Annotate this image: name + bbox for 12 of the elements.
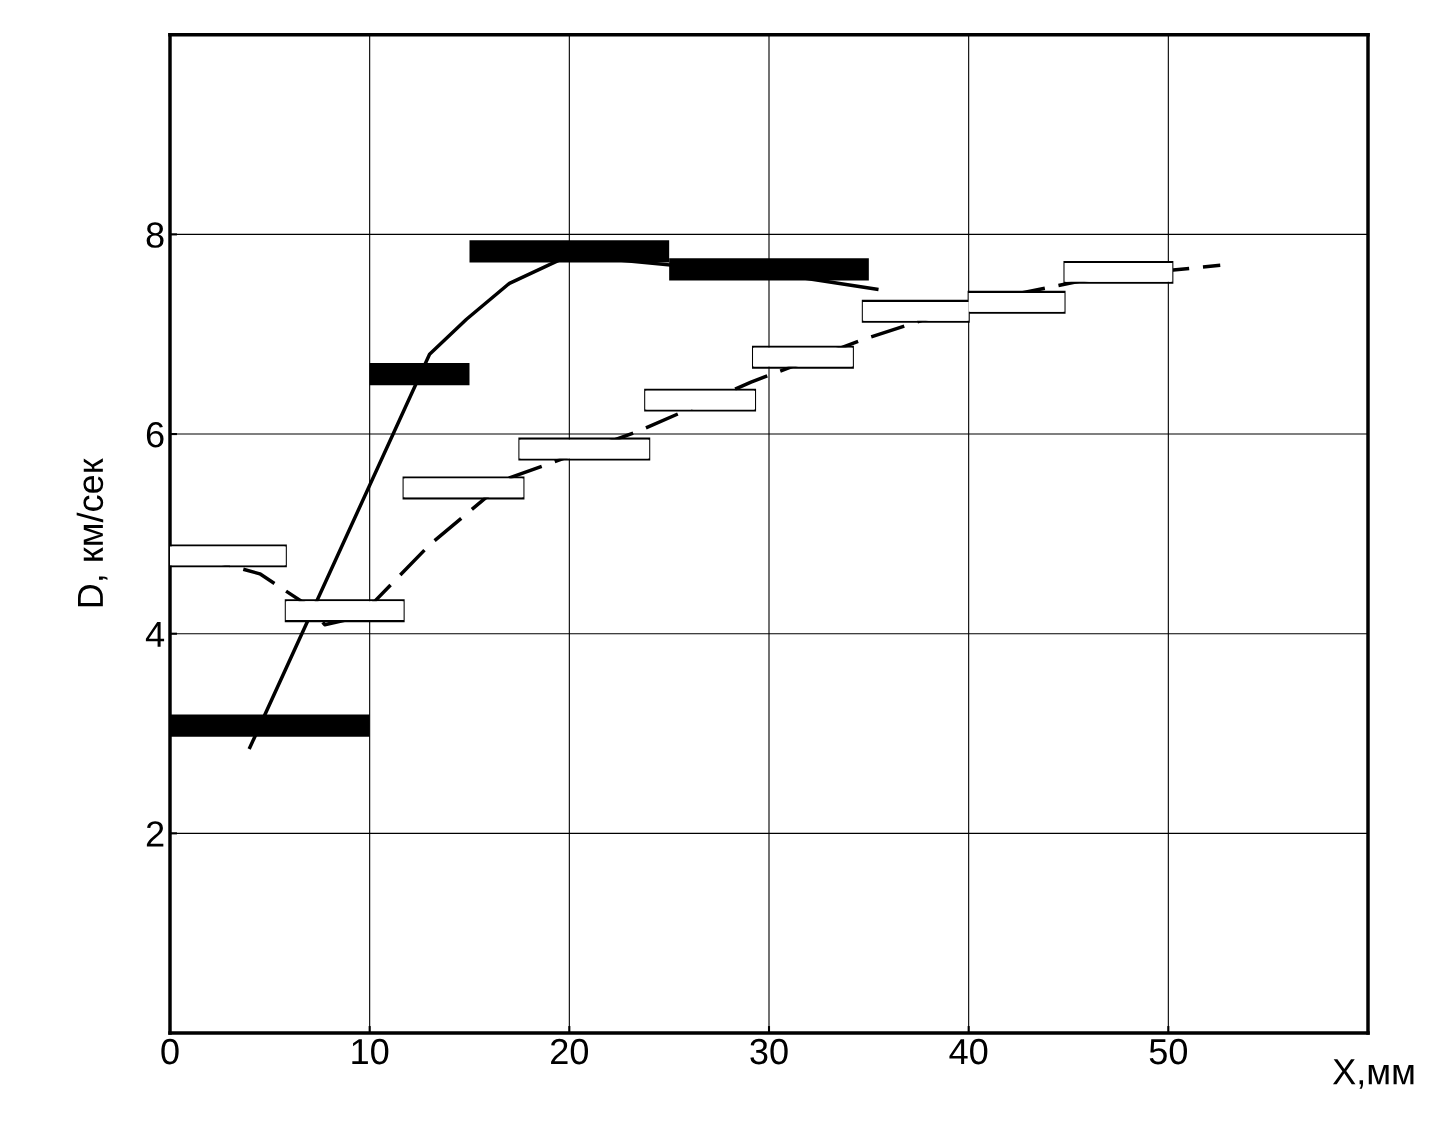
- x-tick-label: 0: [161, 1038, 179, 1065]
- x-tick-label: 10: [352, 1038, 389, 1065]
- y-tick-label: 6: [146, 421, 164, 448]
- y-axis-title: D, км/сек: [76, 458, 108, 607]
- x-tick-label: 40: [949, 1038, 988, 1065]
- x-tick-label: 20: [551, 1038, 589, 1065]
- x-tick-label: 50: [1149, 1038, 1188, 1065]
- y-tick-label: 4: [145, 621, 165, 647]
- y-tick-label: 8: [146, 222, 164, 248]
- x-axis-title: X,мм: [1332, 1059, 1414, 1089]
- y-tick-label: 2: [146, 821, 164, 847]
- x-tick-label: 30: [750, 1038, 788, 1065]
